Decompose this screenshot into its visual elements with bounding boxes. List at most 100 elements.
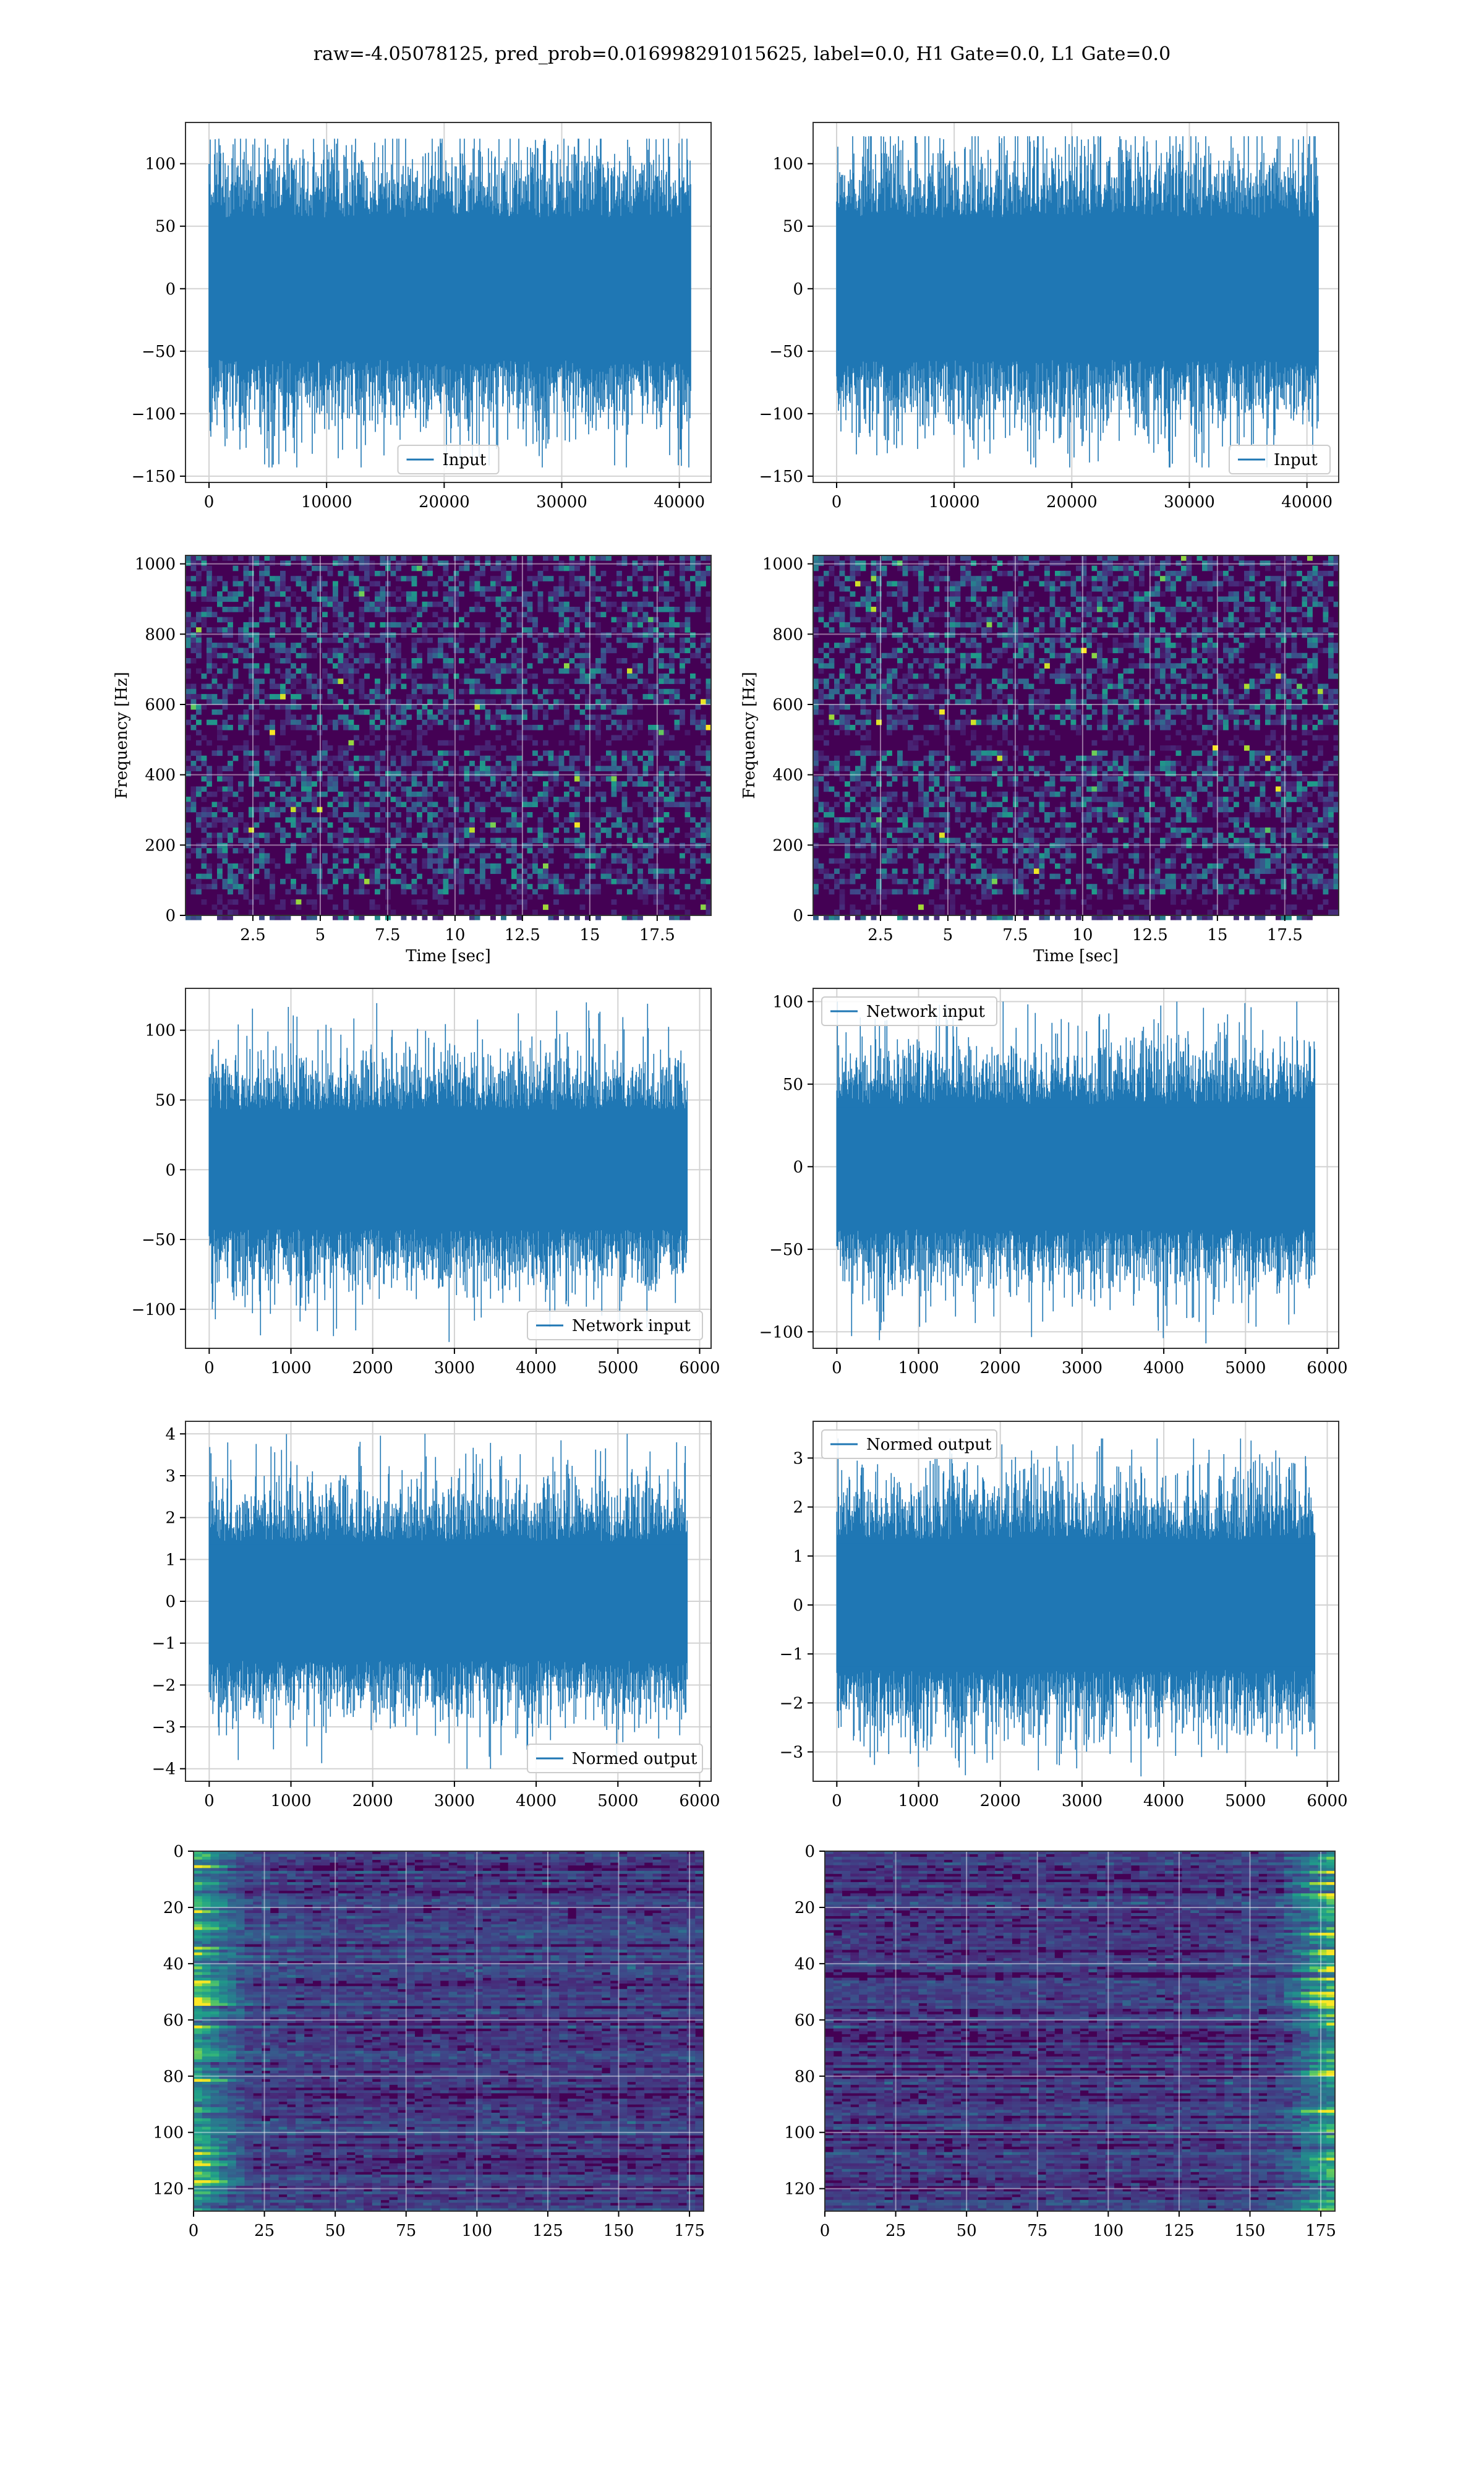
x-tick-label: 0	[189, 2222, 199, 2240]
y-tick-label: −50	[769, 343, 803, 361]
x-tick-label: 100	[1093, 2222, 1124, 2240]
x-tick-label: 175	[1305, 2222, 1336, 2240]
feature-map-cells	[825, 1851, 1336, 2212]
y-tick-label: −50	[769, 1241, 803, 1259]
y-tick-label: −4	[152, 1760, 176, 1779]
y-tick-label: 50	[155, 218, 176, 236]
y-tick-label: 60	[163, 2011, 184, 2030]
y-tick-label: 0	[173, 1843, 184, 1861]
x-tick-label: 50	[957, 2222, 977, 2240]
x-tick-label: 4000	[516, 1359, 556, 1377]
y-tick-label: −100	[132, 405, 176, 424]
legend: Normed output	[821, 1429, 997, 1459]
y-tick-label: −100	[759, 1323, 803, 1342]
signal-core	[209, 221, 691, 356]
y-tick-label: 1	[793, 1547, 803, 1566]
x-tick-label: 2000	[980, 1792, 1021, 1810]
network-left-panel: 0 1000 2000 3000 4000 5000 6000 −100 −50 0 50 100 Ne…	[132, 988, 720, 1377]
x-tick-label: 17.5	[1267, 926, 1303, 944]
x-tick-label: 125	[532, 2222, 563, 2240]
y-tick-label: −3	[780, 1743, 803, 1761]
x-tick-label: 12.5	[505, 926, 540, 944]
axes-frame	[824, 1851, 1336, 2212]
x-tick-label: 5000	[1225, 1792, 1266, 1810]
y-tick-label: 100	[772, 155, 803, 174]
x-tick-label: 125	[1164, 2222, 1195, 2240]
y-tick-label: 4	[165, 1425, 176, 1444]
x-tick-label: 25	[254, 2222, 275, 2240]
x-tick-label: 100	[462, 2222, 493, 2240]
x-tick-label: 5000	[597, 1792, 638, 1810]
signal-core	[837, 1107, 1315, 1226]
x-tick-label: 3000	[1062, 1359, 1102, 1377]
x-axis-label: Time [sec]	[1033, 947, 1119, 965]
y-tick-label: 20	[795, 1899, 815, 1917]
y-tick-label: 100	[145, 155, 176, 174]
legend: Network input	[821, 996, 997, 1026]
legend-box	[527, 1311, 703, 1340]
y-tick-label: 3	[793, 1449, 803, 1468]
y-tick-label: −3	[152, 1718, 176, 1737]
x-tick-label: 6000	[1307, 1359, 1347, 1377]
x-tick-label: 15	[1207, 926, 1227, 944]
y-tick-label: 600	[145, 696, 176, 714]
x-tick-label: 6000	[679, 1359, 720, 1377]
x-tick-label: 1000	[898, 1792, 939, 1810]
y-tick-label: 2	[793, 1499, 803, 1517]
x-tick-label: 1000	[898, 1359, 939, 1377]
x-tick-label: 4000	[1143, 1359, 1184, 1377]
signal-core	[209, 1113, 688, 1226]
y-tick-label: 0	[165, 1161, 176, 1179]
axes-frame	[812, 555, 1339, 916]
y-tick-label: −2	[780, 1694, 803, 1713]
y-tick-label: −1	[152, 1635, 176, 1653]
y-tick-label: 20	[163, 1899, 184, 1917]
y-tick-label: 3	[165, 1467, 176, 1486]
y-tick-label: 0	[165, 907, 176, 925]
x-tick-label: 4000	[1143, 1792, 1184, 1810]
x-tick-label: 10	[1072, 926, 1093, 944]
axes-frame	[812, 988, 1339, 1349]
axes-frame	[185, 988, 712, 1349]
x-tick-label: 75	[1027, 2222, 1047, 2240]
x-tick-label: 0	[832, 493, 842, 511]
x-tick-label: 40000	[1281, 493, 1333, 511]
feature-right-panel: 0 25 50 75 100 125 150 175 0 20 40 60 80 100 120	[784, 1843, 1336, 2240]
y-tick-label: 1	[165, 1551, 176, 1569]
y-tick-label: −150	[132, 468, 176, 486]
legend-label: Input	[1274, 451, 1318, 469]
y-tick-label: 80	[795, 2068, 815, 2086]
y-axis-label: Frequency [Hz]	[113, 672, 131, 799]
y-tick-label: 0	[804, 1843, 815, 1861]
y-tick-label: 100	[784, 2124, 815, 2142]
axes-frame	[193, 1851, 704, 2212]
y-tick-label: 100	[772, 993, 803, 1011]
x-tick-label: 3000	[1062, 1792, 1102, 1810]
x-tick-label: 20000	[1046, 493, 1098, 511]
y-tick-label: 80	[163, 2068, 184, 2086]
signal-core	[209, 1544, 688, 1658]
x-tick-label: 10	[445, 926, 465, 944]
y-tick-label: 50	[155, 1091, 176, 1110]
x-tick-label: 4000	[516, 1792, 556, 1810]
figure-title: raw=-4.05078125, pred_prob=0.01699829101…	[0, 43, 1484, 65]
x-tick-label: 0	[204, 1359, 215, 1377]
y-tick-label: −150	[759, 468, 803, 486]
signal-core	[837, 1543, 1315, 1667]
axes-frame	[185, 122, 712, 483]
y-tick-label: 800	[772, 625, 803, 644]
y-tick-label: 200	[772, 836, 803, 855]
x-tick-label: 30000	[1164, 493, 1215, 511]
y-tick-label: 0	[793, 1158, 803, 1176]
x-tick-label: 7.5	[375, 926, 400, 944]
spec-left-panel: 2.5 5 7.5 10 12.5 15 17.5 0 200 400 600 800 1000 Time…	[113, 555, 712, 965]
axes-frame	[185, 555, 712, 916]
spectrogram-cells	[813, 555, 1339, 920]
legend: Network input	[527, 1311, 703, 1340]
legend-label: Normed output	[572, 1750, 697, 1768]
y-tick-label: 1000	[135, 555, 176, 574]
x-tick-label: 0	[832, 1359, 842, 1377]
y-tick-label: 50	[783, 218, 803, 236]
normed-right-panel: 0 1000 2000 3000 4000 5000 6000 −3 −2 −1 0 1 2 3 Norme…	[780, 1421, 1348, 1810]
y-tick-label: 50	[783, 1076, 803, 1094]
